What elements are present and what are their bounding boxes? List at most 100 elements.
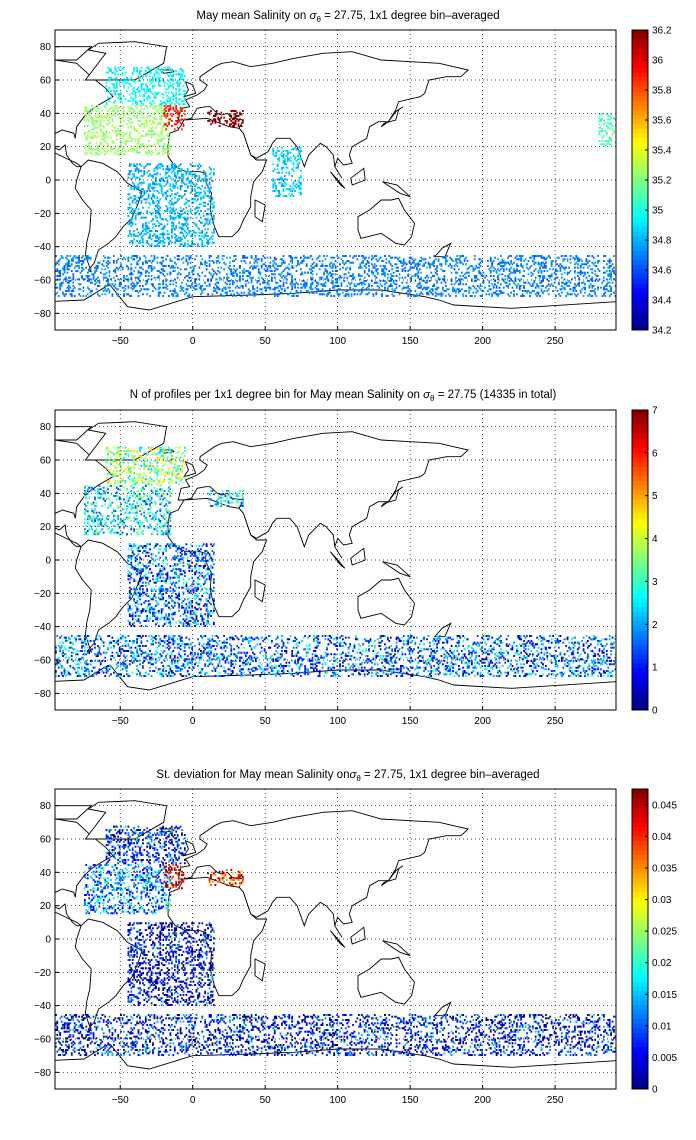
data-cell [139, 233, 141, 236]
data-cell [613, 291, 615, 294]
data-cell [281, 291, 283, 294]
data-cell [202, 288, 205, 291]
data-cell [276, 295, 279, 297]
data-cell [155, 76, 157, 79]
data-cell [286, 271, 289, 274]
data-cell [136, 261, 138, 264]
data-cell [260, 276, 263, 279]
data-cell [147, 151, 150, 154]
data-cell [553, 271, 556, 274]
data-cell [128, 295, 131, 297]
data-cell [401, 268, 404, 271]
data-cell [118, 68, 121, 71]
data-cell [118, 285, 121, 287]
data-cell [124, 140, 127, 142]
data-cell [424, 286, 427, 289]
data-cell [318, 293, 321, 296]
data-cell [175, 216, 178, 219]
data-cell [123, 110, 125, 112]
data-cell [169, 120, 172, 122]
data-cell [281, 261, 283, 264]
data-cell [107, 113, 109, 116]
data-cell [289, 195, 292, 197]
data-cell [156, 196, 159, 199]
data-cell [136, 66, 138, 69]
data-cell [550, 260, 553, 262]
data-cell [111, 125, 114, 127]
data-cell [176, 191, 179, 194]
data-cell [333, 295, 336, 297]
data-cell [171, 91, 173, 94]
data-cell [95, 110, 98, 112]
data-cell [65, 256, 67, 259]
data-cell [234, 115, 237, 117]
data-cell [88, 143, 91, 146]
data-cell [107, 96, 109, 99]
data-cell [604, 291, 607, 294]
data-cell [211, 241, 214, 244]
data-cell [86, 280, 89, 282]
data-cell [291, 193, 294, 196]
data-cell [242, 271, 244, 274]
data-cell [246, 295, 249, 297]
data-cell [286, 151, 289, 154]
data-cell [489, 288, 492, 291]
data-cell [110, 90, 112, 92]
data-cell [582, 281, 585, 284]
data-cell [479, 265, 482, 267]
data-cell [195, 288, 198, 291]
data-cell [427, 293, 430, 296]
data-cell [176, 293, 179, 296]
data-cell [191, 271, 194, 274]
data-cell [213, 216, 215, 219]
data-cell [66, 258, 69, 261]
data-cell [123, 295, 125, 297]
data-cell [382, 265, 385, 267]
data-cell [562, 281, 565, 284]
data-cell [142, 293, 144, 296]
data-cell [257, 276, 260, 279]
data-cell [184, 75, 186, 77]
data-cell [130, 106, 133, 109]
data-cell [156, 141, 159, 144]
data-cell [173, 201, 176, 204]
data-cell [281, 171, 283, 174]
data-cell [143, 181, 146, 184]
data-cell [182, 208, 185, 211]
data-cell [149, 68, 151, 71]
data-cell [253, 293, 256, 296]
data-cell [239, 118, 241, 121]
data-cell [176, 238, 179, 241]
data-cell [152, 93, 154, 96]
data-cell [144, 216, 147, 219]
data-cell [156, 256, 159, 259]
data-cell [279, 178, 282, 181]
data-cell [198, 175, 201, 177]
data-cell [323, 271, 325, 274]
data-cell [469, 286, 472, 289]
data-cell [198, 213, 201, 216]
data-cell [118, 283, 121, 286]
data-cell [191, 240, 194, 242]
data-cell [55, 263, 57, 266]
data-cell [482, 271, 485, 274]
data-cell [520, 285, 523, 287]
data-cell [291, 288, 294, 291]
data-cell [469, 295, 472, 297]
data-cell [169, 68, 172, 71]
data-cell [114, 73, 117, 76]
data-cell [269, 266, 272, 269]
data-cell [278, 150, 280, 152]
data-cell [171, 115, 173, 117]
data-cell [155, 216, 157, 219]
data-cell [195, 223, 198, 226]
data-cell [603, 293, 605, 296]
data-cell [139, 285, 141, 287]
data-cell [70, 263, 73, 266]
data-cell [302, 280, 305, 282]
data-cell [107, 110, 109, 112]
data-cell [197, 245, 199, 247]
data-cell [511, 263, 514, 266]
data-cell [217, 288, 220, 291]
data-cell [571, 293, 573, 296]
